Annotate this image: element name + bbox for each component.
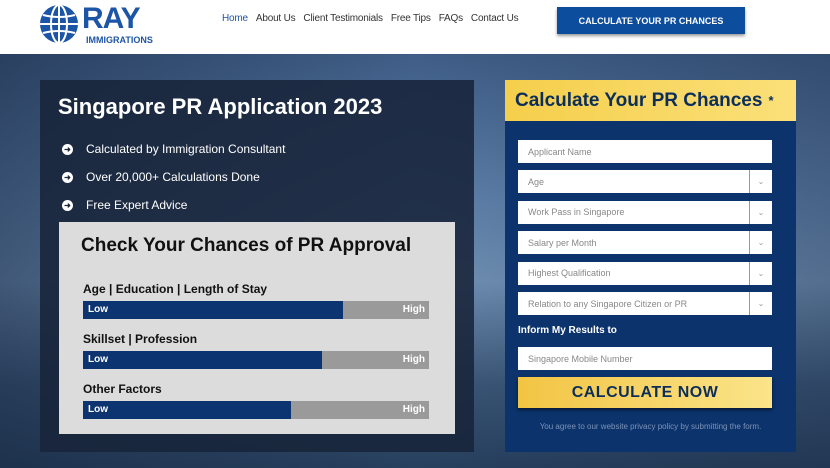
- calculate-now-button[interactable]: CALCULATE NOW: [518, 377, 772, 408]
- factor-bar-fill: [83, 301, 343, 319]
- arrow-circle-icon: ➜: [62, 143, 73, 155]
- logo-subtitle: IMMIGRATIONS: [86, 35, 153, 45]
- nav-contact-us[interactable]: Contact Us: [470, 13, 519, 24]
- globe-logo-icon: [40, 4, 78, 44]
- field-placeholder: Age: [528, 176, 545, 187]
- select-salary-per-month[interactable]: Salary per Month ⌄: [518, 231, 772, 255]
- chevron-down-icon[interactable]: ⌄: [749, 261, 772, 285]
- factor-label: Skillset | Profession: [83, 332, 198, 346]
- select-work-pass-in-singapore[interactable]: Work Pass in Singapore ⌄: [518, 200, 772, 224]
- card-title: Check Your Chances of PR Approval: [81, 235, 412, 256]
- high-label: High: [402, 354, 425, 365]
- feature-item: ➜ Calculated by Immigration Consultant: [62, 135, 285, 163]
- privacy-note: You agree to our website privacy policy …: [539, 422, 762, 431]
- factor-other: Other Factors Low High: [83, 382, 429, 419]
- logo[interactable]: RAY IMMIGRATIONS: [38, 3, 153, 45]
- low-label: Low: [88, 354, 108, 365]
- input-applicant-name[interactable]: Applicant Name: [518, 140, 772, 163]
- feature-text: Free Expert Advice: [86, 198, 188, 212]
- select-age[interactable]: Age ⌄: [518, 170, 772, 194]
- nav-faqs[interactable]: FAQs: [438, 13, 463, 24]
- calculate-pr-chances-button[interactable]: CALCULATE YOUR PR CHANCES: [557, 7, 745, 34]
- arrow-circle-icon: ➜: [62, 171, 73, 183]
- form-header: Calculate Your PR Chances *: [505, 80, 796, 121]
- select-relation-to-any-singapore-citizen-or-pr[interactable]: Relation to any Singapore Citizen or PR ⌄: [518, 292, 772, 315]
- field-placeholder: Applicant Name: [528, 146, 592, 157]
- feature-text: Calculated by Immigration Consultant: [86, 142, 286, 156]
- feature-text: Over 20,000+ Calculations Done: [86, 170, 260, 184]
- page-title: Singapore PR Application 2023: [58, 94, 383, 119]
- low-label: Low: [88, 404, 108, 415]
- nav-free-tips[interactable]: Free Tips: [390, 13, 431, 24]
- chevron-down-icon[interactable]: ⌄: [749, 231, 772, 255]
- factor-label: Other Factors: [83, 382, 162, 396]
- approval-chances-card: Check Your Chances of PR Approval Age | …: [59, 222, 455, 434]
- factor-bar: Low High: [83, 301, 429, 319]
- factor-label: Age | Education | Length of Stay: [83, 282, 268, 296]
- high-label: High: [402, 304, 425, 315]
- chevron-down-icon[interactable]: ⌄: [749, 200, 772, 224]
- chevron-down-icon[interactable]: ⌄: [749, 292, 772, 315]
- low-label: Low: [88, 304, 108, 315]
- arrow-circle-icon: ➜: [62, 199, 73, 211]
- info-panel: Singapore PR Application 2023 ➜ Calculate…: [40, 80, 474, 452]
- field-placeholder: Work Pass in Singapore: [528, 207, 625, 218]
- factor-bar-fill: [83, 401, 291, 419]
- feature-item: ➜ Free Expert Advice: [62, 191, 285, 219]
- chevron-down-icon[interactable]: ⌄: [749, 170, 772, 194]
- nav-client-testimonials[interactable]: Client Testimonials: [303, 13, 383, 24]
- nav-about-us[interactable]: About Us: [255, 13, 296, 24]
- main-nav: Home About Us Client Testimonials Free T…: [222, 13, 519, 24]
- required-star: *: [768, 93, 774, 108]
- high-label: High: [402, 404, 425, 415]
- factor-skillset: Skillset | Profession Low High: [83, 332, 429, 369]
- factor-bar-fill: [83, 351, 322, 369]
- factor-bar: Low High: [83, 351, 429, 369]
- feature-list: ➜ Calculated by Immigration Consultant ➜ O…: [62, 135, 285, 219]
- factor-bar: Low High: [83, 401, 429, 419]
- select-highest-qualification[interactable]: Highest Qualification ⌄: [518, 261, 772, 285]
- inform-label: Inform My Results to: [518, 325, 617, 336]
- mobile-number-input[interactable]: Singapore Mobile Number: [518, 347, 772, 370]
- nav-home[interactable]: Home: [222, 13, 248, 24]
- pr-calculator-form: Calculate Your PR Chances * Applicant Nam…: [505, 80, 796, 452]
- field-placeholder: Salary per Month: [528, 237, 597, 248]
- field-placeholder: Relation to any Singapore Citizen or PR: [528, 298, 688, 309]
- factor-age-education: Age | Education | Length of Stay Low High: [83, 282, 429, 319]
- site-header: RAY IMMIGRATIONS Home About Us Client Te…: [0, 0, 830, 54]
- logo-name: RAY: [82, 2, 141, 35]
- feature-item: ➜ Over 20,000+ Calculations Done: [62, 163, 285, 191]
- field-placeholder: Highest Qualification: [528, 268, 611, 279]
- form-title: Calculate Your PR Chances: [515, 89, 763, 111]
